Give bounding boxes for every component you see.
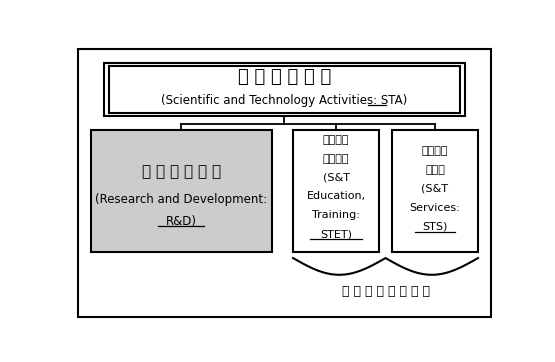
Text: (Research and Development:: (Research and Development: [95,193,268,206]
Text: STS): STS) [422,222,448,232]
Text: (S&T: (S&T [421,184,448,194]
Text: 연 구 개 발 활 동: 연 구 개 발 활 동 [142,164,221,179]
Text: 연 구 개 발 관 련 활 동: 연 구 개 발 관 련 활 동 [341,285,430,298]
Text: Education,: Education, [306,191,366,202]
Text: 과 학 기 술 활 동: 과 학 기 술 활 동 [238,68,331,86]
Bar [293,130,379,253]
Bar [104,63,465,116]
Text: 교육훈련: 교육훈련 [323,153,349,164]
Text: Training:: Training: [312,210,360,220]
Text: 서비스: 서비스 [425,165,445,175]
Bar [392,130,478,253]
Text: 과학기술: 과학기술 [323,135,349,144]
Text: 과학기술: 과학기술 [422,146,448,156]
Text: STET): STET) [320,230,352,239]
Bar [91,130,271,253]
Text: (Scientific and Technology Activities: STA): (Scientific and Technology Activities: S… [162,94,407,107]
Text: Services:: Services: [410,203,460,212]
Text: (S&T: (S&T [322,173,350,182]
Text: R&D): R&D) [166,215,196,228]
Bar [109,66,460,113]
